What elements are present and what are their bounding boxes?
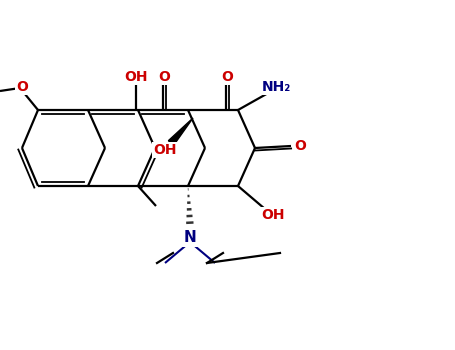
- Text: NH₂: NH₂: [261, 80, 291, 94]
- Text: OH: OH: [124, 70, 148, 84]
- Text: O: O: [294, 139, 306, 153]
- Text: O: O: [16, 80, 28, 94]
- Polygon shape: [168, 118, 193, 145]
- Text: O: O: [158, 70, 170, 84]
- Text: OH: OH: [153, 143, 177, 157]
- Text: O: O: [221, 70, 233, 84]
- Text: N: N: [184, 231, 197, 245]
- Text: OH: OH: [261, 208, 285, 222]
